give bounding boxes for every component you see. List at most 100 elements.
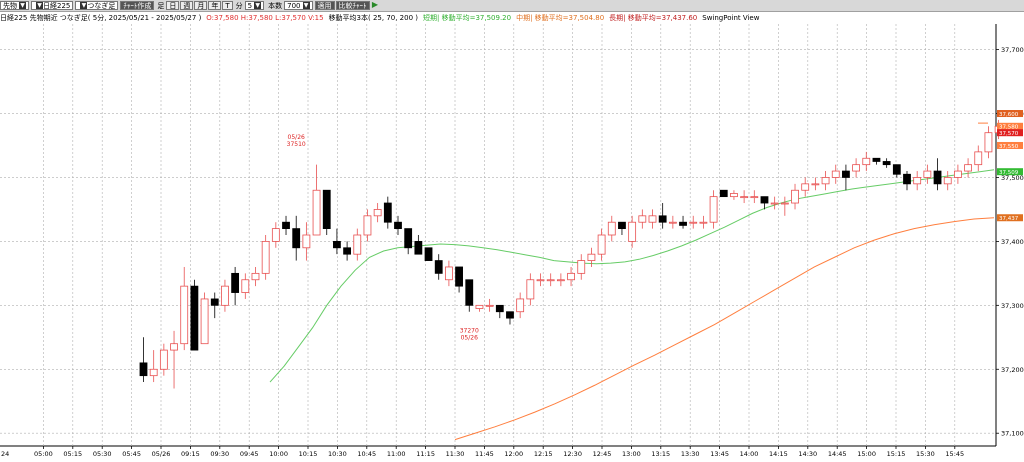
candle-up (353, 234, 362, 255)
candles (139, 119, 1013, 389)
price-tag (997, 141, 1023, 149)
x-tick-label: 05:00 (34, 450, 53, 458)
compare-chart-button[interactable]: 比較ﾁｬｰﾄ (335, 1, 370, 10)
x-tick-label: 05:15 (63, 450, 82, 458)
chart-type-select[interactable]: ▼ つなぎ足 (75, 1, 119, 10)
period-year-button[interactable]: 年 (208, 1, 222, 10)
y-axis: 37,100 37,200 37,300 37,400 37,500 37,600 37,7… (996, 46, 1024, 438)
candle-down (210, 298, 219, 306)
ma-long-value: 長期| 移動平均=37,437.60 (609, 13, 698, 22)
x-tick-label: 13:30 (681, 450, 700, 458)
swing-point-label: 05/26 (288, 134, 305, 141)
x-tick-label: 11:45 (475, 450, 494, 458)
swing-point-label: 37270 (460, 328, 479, 335)
candle-up (689, 221, 698, 224)
candle-up (943, 177, 952, 185)
x-tick-label: 13:15 (651, 450, 670, 458)
x-tick-label: 09:30 (210, 450, 229, 458)
index-select[interactable]: ▼ 日経225 (31, 1, 74, 10)
candle-down (719, 189, 728, 198)
x-tick-label: 11:30 (446, 450, 465, 458)
candle-down (933, 170, 942, 185)
candle-up (984, 132, 993, 153)
y-tick-label: 37,500 (1001, 174, 1024, 182)
period-tick-button[interactable]: T (222, 1, 233, 10)
minute-label: 分 (235, 1, 243, 10)
candle-up (546, 279, 555, 282)
candle-up (913, 177, 922, 185)
candle-up (821, 177, 830, 185)
chart-style-button[interactable]: ﾁｬｰﾄ作成 (120, 1, 155, 10)
candle-up (597, 234, 606, 255)
candle-down (190, 285, 199, 351)
x-tick-label: 05:30 (93, 450, 112, 458)
price-tag-label: 37,550 (999, 144, 1019, 150)
period-week-button[interactable]: 週 (180, 1, 194, 10)
candle-up (261, 240, 270, 274)
candle-down (322, 189, 331, 230)
apply-button[interactable]: 適用 (314, 1, 335, 10)
toolbar: 先物 ▼ ▼ 日経225 ▼ つなぎ足 ﾁｬｰﾄ作成 足 日 週 月 年 T 分 5 ▼… (0, 0, 1024, 12)
candle-up (730, 193, 738, 198)
x-tick-label: 12:45 (593, 450, 612, 458)
candle-down (842, 170, 850, 178)
x-tick-label: 12:00 (504, 450, 523, 458)
candle-down (282, 221, 290, 230)
candle-up (241, 279, 250, 293)
candle-down (292, 228, 301, 249)
candle-down (506, 311, 514, 319)
price-tag-label: 37,600 (999, 112, 1019, 118)
candle-down (404, 228, 413, 249)
chevron-down-icon: ▼ (80, 2, 88, 9)
moving-averages (269, 169, 995, 441)
bars-select[interactable]: 700 ▼ (284, 1, 313, 10)
y-tick-label: 37,700 (1001, 46, 1024, 54)
price-tag (997, 122, 1023, 130)
x-tick-label: 15:00 (857, 450, 876, 458)
x-tick-label: 15:45 (945, 450, 964, 458)
candle-up (709, 196, 718, 223)
candle-up (251, 272, 260, 281)
candle-up (628, 221, 637, 242)
chart-type-value: つなぎ足 (87, 1, 116, 10)
ma-short-line (269, 169, 995, 383)
x-axis: 24 05:00 05:15 05:30 05:45 05/26 09:15 09:30 09:… (1, 446, 964, 458)
candle-down (343, 247, 352, 255)
x-tick-label: 10:15 (299, 450, 318, 458)
x-tick-label: 14:00 (740, 450, 759, 458)
ma-short-value: 短期| 移動平均=37,509.20 (423, 13, 512, 22)
market-select[interactable]: 先物 ▼ (0, 1, 29, 10)
price-tag-label: 37,570 (999, 131, 1019, 137)
period-month-button[interactable]: 月 (194, 1, 208, 10)
candle-up (200, 298, 209, 345)
candle-up (831, 170, 840, 178)
candle-up (516, 298, 525, 313)
bars-label: 本数 (268, 1, 283, 10)
x-tick-label: 24 (1, 450, 9, 458)
y-tick-label: 37,300 (1001, 302, 1024, 310)
ma-mid-value: 中期| 移動平均=37,504.80 (516, 13, 605, 22)
candle-up (801, 183, 810, 191)
candle-up (149, 368, 158, 377)
candle-down (658, 215, 667, 223)
x-tick-label: 11:00 (387, 450, 406, 458)
swing-point-label: 37510 (287, 141, 306, 148)
candle-up (740, 196, 749, 199)
y-tick-label: 37,200 (1001, 366, 1024, 374)
candle-down (465, 279, 474, 306)
candle-down (231, 272, 240, 293)
ma-long-line (454, 217, 995, 441)
minute-select[interactable]: 5 ▼ (244, 1, 265, 10)
flag-icon[interactable]: ▶ (370, 0, 380, 10)
candle-down (383, 202, 392, 223)
candle-up (444, 266, 453, 281)
price-tag (997, 168, 1023, 176)
period-label: 足 (157, 1, 165, 10)
minute-value: 5 (247, 1, 253, 10)
x-tick-label: 09:45 (240, 450, 259, 458)
ohlc-info: O:37,580 H:37,580 L:37,570 V:15 (206, 13, 324, 22)
candle-down (455, 266, 463, 287)
period-day-button[interactable]: 日 (166, 1, 180, 10)
